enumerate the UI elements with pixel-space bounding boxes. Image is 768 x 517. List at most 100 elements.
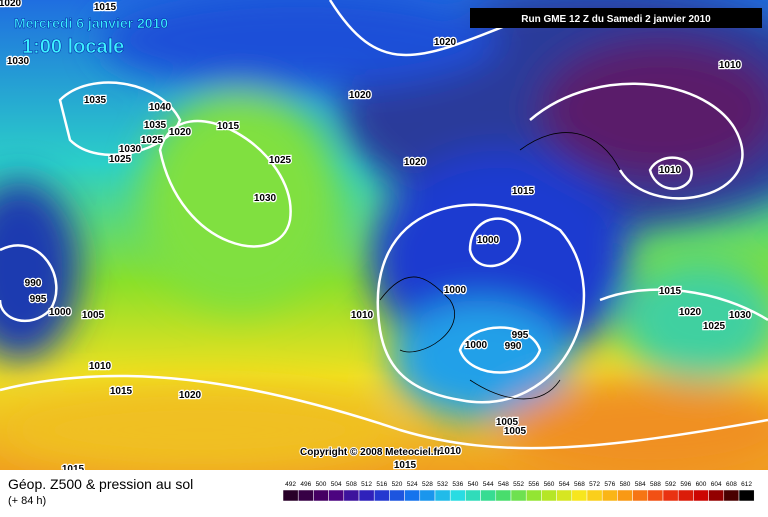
isobar-label: 990	[25, 278, 42, 289]
isobar-label: 1000	[49, 307, 72, 318]
copyright: Copyright © 2008 Meteociel.fr	[300, 447, 441, 458]
date-text: Mercredi 6 janvier 2010	[14, 15, 168, 31]
isobar-label: 1005	[496, 417, 519, 428]
isobar-label: 1015	[394, 460, 417, 471]
isobar-label: 1000	[477, 235, 500, 246]
isobar-label: 1000	[465, 340, 488, 351]
scale-label: 520	[392, 481, 403, 488]
scale-swatch	[282, 489, 299, 502]
isobar-label: 1000	[444, 285, 467, 296]
footer-title: Géop. Z500 & pression au sol	[8, 476, 193, 492]
isobar-label: 1020	[169, 127, 192, 138]
scale-swatch	[480, 489, 497, 502]
isobar-label: 1020	[179, 390, 202, 401]
scale-label: 560	[544, 481, 555, 488]
scale-swatch	[632, 489, 649, 502]
isobar-label: 1020	[349, 90, 372, 101]
isobar-label: 1040	[149, 102, 172, 113]
scale-label: 552	[513, 481, 524, 488]
scale-swatch	[389, 489, 405, 502]
scale-swatch	[419, 489, 436, 502]
run-text: Run GME 12 Z du Samedi 2 janvier 2010	[521, 14, 711, 25]
isobar-label: 1035	[144, 120, 167, 131]
isobar-label: 1020	[404, 157, 427, 168]
isobar-label: 1015	[217, 121, 240, 132]
scale-swatch	[525, 489, 542, 502]
isobar-label: 1030	[729, 310, 752, 321]
scale-label: 508	[346, 481, 357, 488]
scale-label: 612	[741, 481, 752, 488]
scale-label: 576	[604, 481, 615, 488]
scale-label: 572	[589, 481, 600, 488]
time-text: 1:00 locale	[22, 36, 124, 58]
isobar-label: 995	[30, 294, 47, 305]
scale-swatch	[586, 489, 603, 502]
scale-label: 524	[407, 481, 418, 488]
scale-swatch	[449, 489, 466, 502]
scale-label: 588	[650, 481, 661, 488]
scale-swatch	[662, 489, 679, 502]
isobar-label: 1025	[109, 154, 132, 165]
isobar-label: 1030	[254, 193, 277, 204]
run-banner	[470, 8, 762, 28]
isobar-label: 1030	[7, 56, 30, 67]
scale-swatch	[328, 489, 345, 502]
scale-label: 568	[574, 481, 585, 488]
scale-swatch	[313, 489, 329, 502]
scale-swatch	[404, 489, 421, 502]
isobar-label: 1010	[439, 446, 462, 457]
scale-swatch	[343, 489, 360, 502]
scale-label: 564	[559, 481, 570, 488]
isobar-label: 1025	[269, 155, 292, 166]
isobar-label: 990	[505, 341, 522, 352]
isobar-label: 1020	[0, 0, 22, 9]
scale-swatch	[495, 489, 512, 502]
isobar-label: 995	[512, 330, 529, 341]
scale-label: 512	[361, 481, 372, 488]
isobar-label: 1025	[141, 135, 164, 146]
scale-label: 492	[285, 481, 296, 488]
footer-lead: (+ 84 h)	[8, 495, 46, 507]
isobar-label: 1010	[719, 60, 742, 71]
scale-label: 516	[376, 481, 387, 488]
scale-label: 540	[468, 481, 479, 488]
scale-label: 500	[316, 481, 327, 488]
scale-swatch	[693, 489, 709, 502]
scale-label: 528	[422, 481, 433, 488]
isobar-label: 1015	[94, 2, 117, 13]
scale-swatch	[738, 489, 755, 502]
isobars	[0, 0, 768, 448]
isobar-label: 1020	[679, 307, 702, 318]
scale-swatch	[708, 489, 725, 502]
isobar-labels: 1020 101510301035104010351020102510151030…	[0, 0, 753, 476]
scale-swatch	[373, 489, 390, 502]
isobar-label: 1010	[89, 361, 112, 372]
isobar-label: 1020	[434, 37, 457, 48]
scale-label: 608	[726, 481, 737, 488]
scale-label: 548	[498, 481, 509, 488]
color-scale: 492 496 500 504 508 512 516 520 524 528 532 536 540 5…	[282, 481, 755, 502]
scale-swatch	[556, 489, 573, 502]
scale-label: 580	[620, 481, 631, 488]
scale-swatch	[510, 489, 527, 502]
scale-swatch	[617, 489, 633, 502]
scale-swatch	[723, 489, 740, 502]
scale-swatch	[601, 489, 618, 502]
scale-swatch	[434, 489, 451, 502]
scale-swatch	[541, 489, 557, 502]
scale-swatch	[571, 489, 588, 502]
scale-label: 536	[452, 481, 463, 488]
scale-label: 596	[680, 481, 691, 488]
isobar-label: 1035	[84, 95, 107, 106]
isobar-label: 1010	[659, 165, 682, 176]
scale-label: 584	[635, 481, 646, 488]
isobar-label: 1015	[110, 386, 133, 397]
scale-label: 496	[300, 481, 311, 488]
scale-swatch	[358, 489, 375, 502]
isobar-label: 1015	[659, 286, 682, 297]
scale-label: 604	[711, 481, 722, 488]
isobar-label: 1030	[119, 144, 142, 155]
scale-label: 544	[483, 481, 494, 488]
